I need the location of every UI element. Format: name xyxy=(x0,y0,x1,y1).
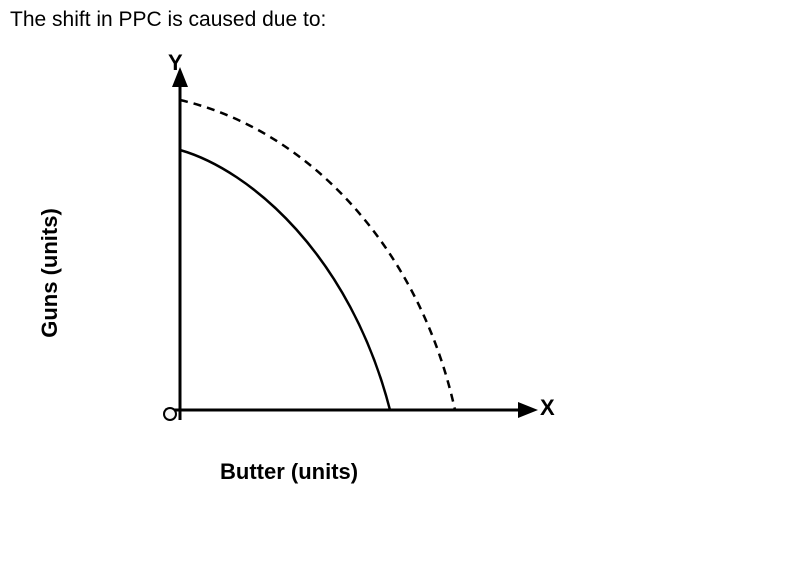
y-axis-title: Guns (units) xyxy=(37,208,63,338)
y-axis-letter: Y xyxy=(168,50,183,76)
x-axis-letter: X xyxy=(540,395,555,421)
x-axis-title: Butter (units) xyxy=(220,459,358,485)
x-axis-arrow xyxy=(518,402,538,418)
y-axis-title-container: Guns (units) xyxy=(30,135,70,385)
origin-marker xyxy=(163,407,177,421)
ppc-solid-curve xyxy=(180,150,390,410)
ppc-chart: Y X Guns (units) Butter (units) xyxy=(90,55,610,475)
question-text: The shift in PPC is caused due to: xyxy=(10,8,326,32)
